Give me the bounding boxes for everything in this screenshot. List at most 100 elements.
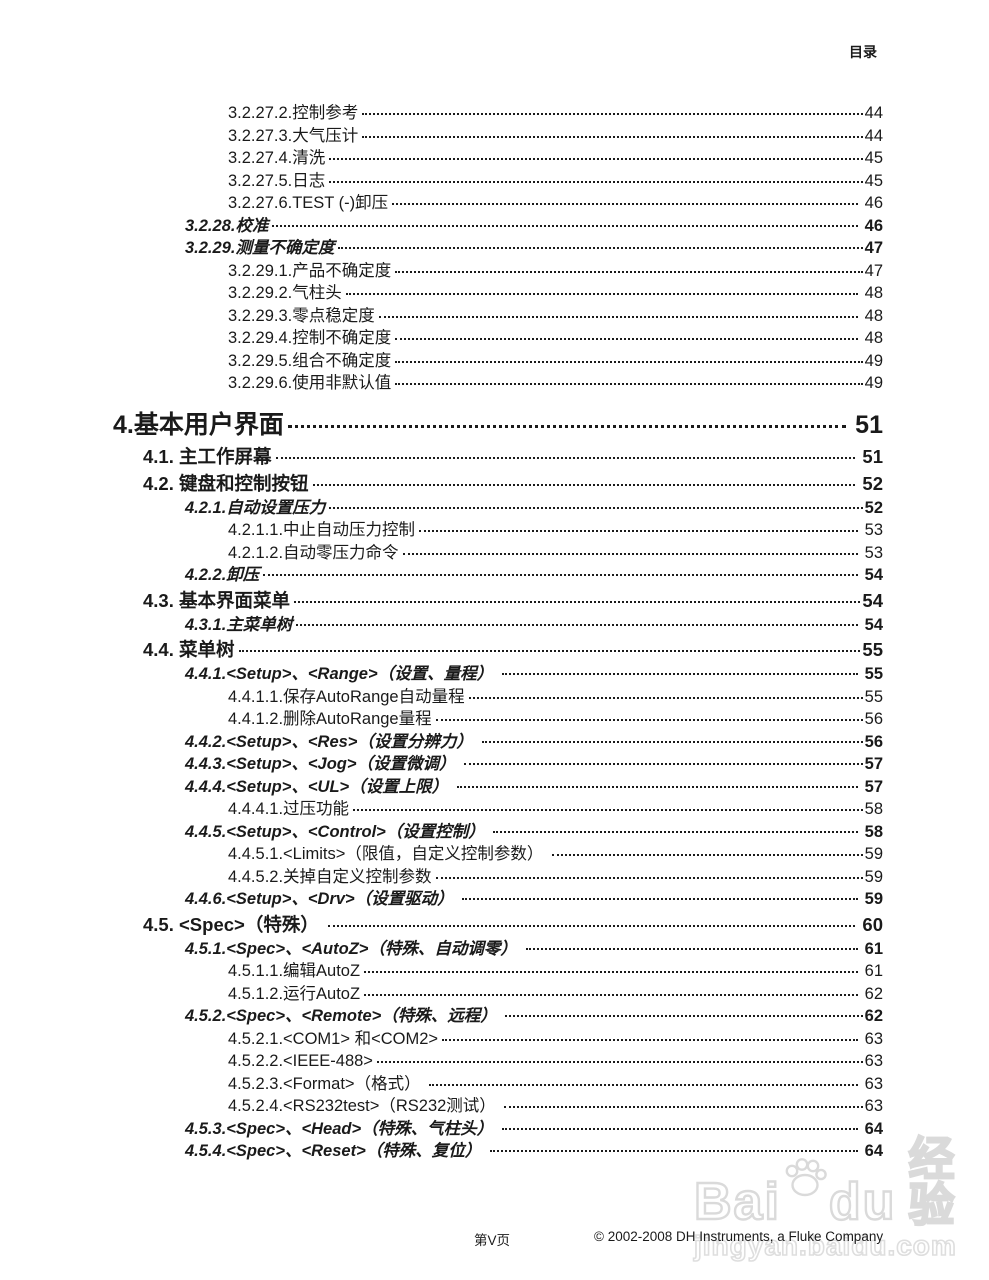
toc-entry-page: 63 xyxy=(864,1097,883,1115)
toc-entry-title: 4.4.1.<Setup>、<Range>（设置、量程） xyxy=(185,665,498,683)
toc-entry[interactable]: 3.2.29.3.零点稳定度 48 xyxy=(113,305,883,328)
toc-entry[interactable]: 4.5. <Spec>（特殊） 60 xyxy=(113,911,883,938)
toc-entry[interactable]: 4.3. 基本界面菜单 54 xyxy=(113,587,883,614)
toc-entry[interactable]: 3.2.29.1.产品不确定度 47 xyxy=(113,260,883,283)
toc-entry-page: 54 xyxy=(860,566,883,584)
baidu-brand-text-left: Bai xyxy=(693,1173,781,1231)
toc-entry[interactable]: 4.5.2.4.<RS232test>（RS232测试） 63 xyxy=(113,1095,883,1118)
toc-entry-title: 3.2.27.4.清洗 xyxy=(228,149,326,167)
toc-entry-page: 53 xyxy=(860,521,883,539)
toc-entry[interactable]: 4.5.4.<Spec>、<Reset>（特殊、复位） 64 xyxy=(113,1140,883,1163)
toc-entry-page: 55 xyxy=(862,639,883,660)
toc-entry-page: 61 xyxy=(860,962,883,980)
dot-leader xyxy=(329,506,863,509)
toc-entry[interactable]: 4.2.2.卸压 54 xyxy=(113,564,883,587)
toc-entry[interactable]: 4.5.2.1.<COM1> 和<COM2> 63 xyxy=(113,1028,883,1051)
baidu-jingyan-cn-text: 经验 xyxy=(907,1133,957,1231)
toc-entry-title: 3.2.27.6.TEST (-)卸压 xyxy=(228,194,389,212)
toc-entry[interactable]: 4.5.2.3.<Format>（格式） 63 xyxy=(113,1073,883,1096)
toc-entry-title: 4.基本用户界面 xyxy=(113,410,284,439)
toc-entry[interactable]: 4.5.2.<Spec>、<Remote>（特殊、远程） 62 xyxy=(113,1005,883,1028)
toc-entry-page: 53 xyxy=(860,543,883,562)
toc-entry-page: 51 xyxy=(857,445,883,467)
toc-entry-page: 45 xyxy=(864,149,883,167)
toc-entry[interactable]: 4.2.1.2.自动零压力命令 53 xyxy=(113,542,883,565)
toc-entry[interactable]: 4.4. 菜单树 55 xyxy=(113,636,883,663)
dot-leader xyxy=(504,1106,863,1108)
toc-entry[interactable]: 4.4.6.<Setup>、<Drv>（设置驱动） 59 xyxy=(113,888,883,911)
baidu-watermark: Bai du 经验 jingyan.baidu.com xyxy=(693,1133,989,1260)
dot-leader xyxy=(395,383,863,385)
dot-leader xyxy=(481,740,863,743)
toc-entry[interactable]: 4.4.5.1.<Limits>（限值，自定义控制参数） 59 xyxy=(113,843,883,866)
toc-entry-page: 60 xyxy=(857,913,883,935)
toc-entry[interactable]: 4.5.2.2.<IEEE-488> 63 xyxy=(113,1050,883,1073)
baidu-brand-text-right: du xyxy=(828,1173,897,1231)
toc-entry-title: 4.4.6.<Setup>、<Drv>（设置驱动） xyxy=(185,890,459,908)
toc-entry[interactable]: 4.4.2.<Setup>、<Res>（设置分辨力） 56 xyxy=(113,731,883,754)
dot-leader xyxy=(238,650,861,652)
dot-leader xyxy=(294,600,861,603)
toc-entry-title: 4.4.3.<Setup>、<Jog>（设置微调） xyxy=(185,755,461,773)
toc-entry[interactable]: 4.基本用户界面 51 xyxy=(113,407,883,443)
toc-entry[interactable]: 3.2.27.3.大气压计 44 xyxy=(113,125,883,148)
toc-entry-title: 4.5.4.<Spec>、<Reset>（特殊、复位） xyxy=(185,1142,486,1160)
dot-leader xyxy=(442,1038,859,1041)
toc-entry[interactable]: 3.2.29.6.使用非默认值 49 xyxy=(113,372,883,395)
toc-entry-title: 4.4.4.<Setup>、<UL>（设置上限） xyxy=(185,777,453,796)
toc-entry[interactable]: 3.2.29.测量不确定度 47 xyxy=(113,237,883,260)
dot-leader xyxy=(429,1083,859,1086)
toc-entry[interactable]: 4.4.5.2.关掉自定义控制参数 59 xyxy=(113,866,883,889)
toc-entry-title: 3.2.29.测量不确定度 xyxy=(185,239,335,257)
toc-entry[interactable]: 4.5.1.2.运行AutoZ 62 xyxy=(113,983,883,1006)
toc-entry-page: 56 xyxy=(864,732,883,751)
dot-leader xyxy=(364,971,859,973)
toc-entry[interactable]: 4.4.3.<Setup>、<Jog>（设置微调） 57 xyxy=(113,753,883,776)
dot-leader xyxy=(525,947,859,950)
toc-entry-page: 62 xyxy=(864,1007,883,1025)
toc-entry[interactable]: 4.2.1.1.中止自动压力控制 53 xyxy=(113,519,883,542)
toc-entry[interactable]: 4.5.3.<Spec>、<Head>（特殊、气柱头） 64 xyxy=(113,1118,883,1141)
toc-entry[interactable]: 3.2.27.4.清洗 45 xyxy=(113,147,883,170)
toc-entry-page: 47 xyxy=(864,239,883,257)
toc-entry[interactable]: 3.2.27.5.日志 45 xyxy=(113,170,883,193)
dot-leader xyxy=(312,483,856,486)
toc-entry[interactable]: 4.4.1.1.保存AutoRange自动量程 55 xyxy=(113,686,883,709)
dot-leader xyxy=(376,1061,863,1063)
toc-entry-title: 3.2.27.2.控制参考 xyxy=(228,104,359,122)
toc-entry-title: 4.5.1.<Spec>、<AutoZ>（特殊、自动调零） xyxy=(185,939,522,958)
dot-leader xyxy=(395,338,859,340)
toc-entry-title: 4.4.5.2.关掉自定义控制参数 xyxy=(228,867,432,886)
footer-copyright: © 2002-2008 DH Instruments, a Fluke Comp… xyxy=(594,1229,884,1244)
toc-entry-page: 47 xyxy=(864,261,883,280)
toc-entry[interactable]: 3.2.29.5.组合不确定度 49 xyxy=(113,350,883,373)
toc-entry[interactable]: 3.2.28.校准 46 xyxy=(113,215,883,238)
toc-entry[interactable]: 4.3.1.主菜单树 54 xyxy=(113,614,883,637)
toc-entry-title: 4.5.2.2.<IEEE-488> xyxy=(228,1052,373,1070)
toc-entry[interactable]: 4.4.1.<Setup>、<Range>（设置、量程） 55 xyxy=(113,663,883,686)
toc-entry[interactable]: 4.5.1.1.编辑AutoZ 61 xyxy=(113,960,883,983)
toc-entry-page: 44 xyxy=(864,104,883,122)
toc-entry[interactable]: 3.2.27.2.控制参考 44 xyxy=(113,102,883,125)
toc-entry[interactable]: 4.2. 键盘和控制按钮 52 xyxy=(113,470,883,497)
dot-leader xyxy=(395,270,863,273)
toc-entry[interactable]: 4.4.4.<Setup>、<UL>（设置上限） 57 xyxy=(113,776,883,799)
dot-leader xyxy=(287,424,847,428)
toc-entry-page: 52 xyxy=(857,472,883,494)
dot-leader xyxy=(345,293,859,295)
toc-entry[interactable]: 4.4.5.<Setup>、<Control>（设置控制） 58 xyxy=(113,821,883,844)
toc-entry[interactable]: 4.2.1.自动设置压力 52 xyxy=(113,497,883,520)
toc-entry[interactable]: 3.2.29.4.控制不确定度 48 xyxy=(113,327,883,350)
toc-entry[interactable]: 4.1. 主工作屏幕 51 xyxy=(113,443,883,470)
toc-entry[interactable]: 4.5.1.<Spec>、<AutoZ>（特殊、自动调零） 61 xyxy=(113,938,883,961)
toc-entry-title: 4.5.3.<Spec>、<Head>（特殊、气柱头） xyxy=(185,1119,498,1138)
toc-entry-title: 3.2.29.5.组合不确定度 xyxy=(228,351,392,370)
dot-leader xyxy=(362,113,863,115)
dot-leader xyxy=(378,315,859,318)
dot-leader xyxy=(402,552,859,555)
toc-entry[interactable]: 3.2.29.2.气柱头 48 xyxy=(113,282,883,305)
toc-entry[interactable]: 3.2.27.6.TEST (-)卸压 46 xyxy=(113,192,883,215)
toc-entry[interactable]: 4.4.1.2.删除AutoRange量程 56 xyxy=(113,708,883,731)
baidu-watermark-logo: Bai du 经验 xyxy=(693,1133,989,1231)
toc-entry[interactable]: 4.4.4.1.过压功能 58 xyxy=(113,798,883,821)
